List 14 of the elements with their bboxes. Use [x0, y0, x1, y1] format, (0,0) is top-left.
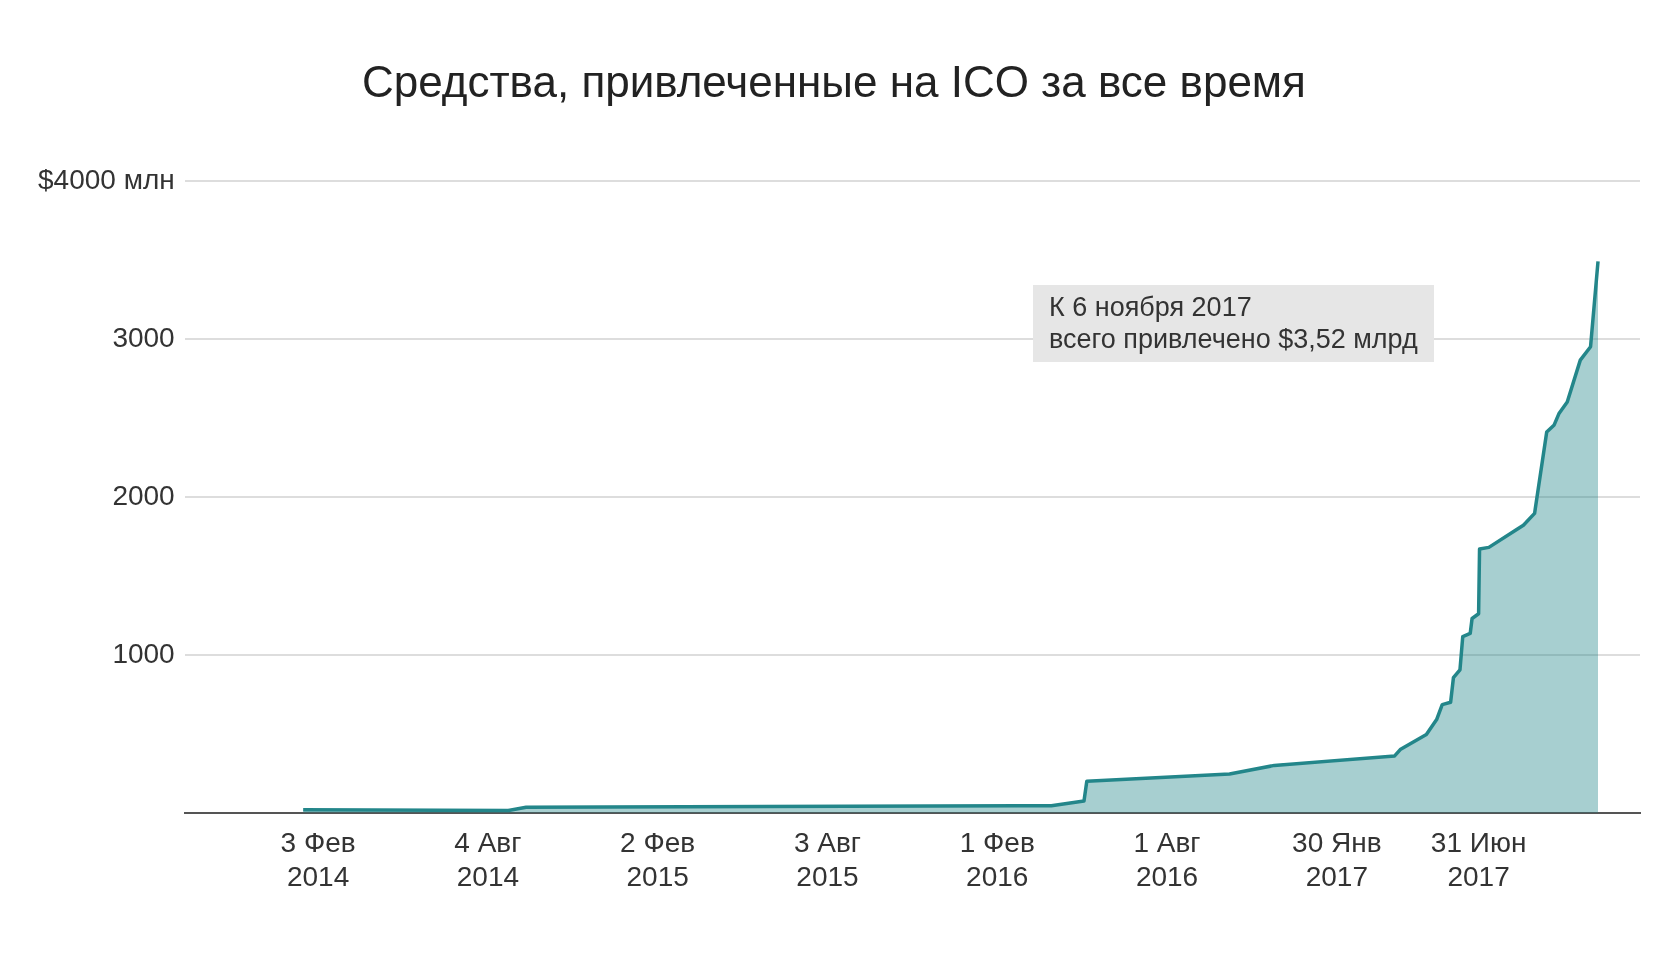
x-tick-label: 30 Янв 2017 — [1292, 827, 1382, 892]
annotation: К 6 ноября 2017 всего привлечено $3,52 млрд — [1033, 285, 1434, 362]
y-tick-label: $4000 млн — [37, 163, 175, 195]
x-tick-label: 31 Июн 2017 — [1430, 827, 1527, 892]
chart-title: Средства, привлеченные на ICO за все время — [362, 56, 1306, 106]
y-tick-label: 2000 — [112, 479, 175, 511]
x-tick-label: 3 Авг 2015 — [793, 827, 862, 892]
x-tick-label: 1 Авг 2016 — [1133, 827, 1201, 892]
y-tick-label: 3000 — [112, 321, 175, 353]
y-tick-label: 1000 — [112, 637, 175, 669]
x-tick-label: 2 Фев 2015 — [620, 827, 696, 892]
x-tick-label: 4 Авг 2014 — [454, 827, 522, 892]
x-tick-label: 3 Фев 2014 — [280, 827, 356, 892]
x-tick-label: 1 Фев 2016 — [959, 827, 1035, 892]
